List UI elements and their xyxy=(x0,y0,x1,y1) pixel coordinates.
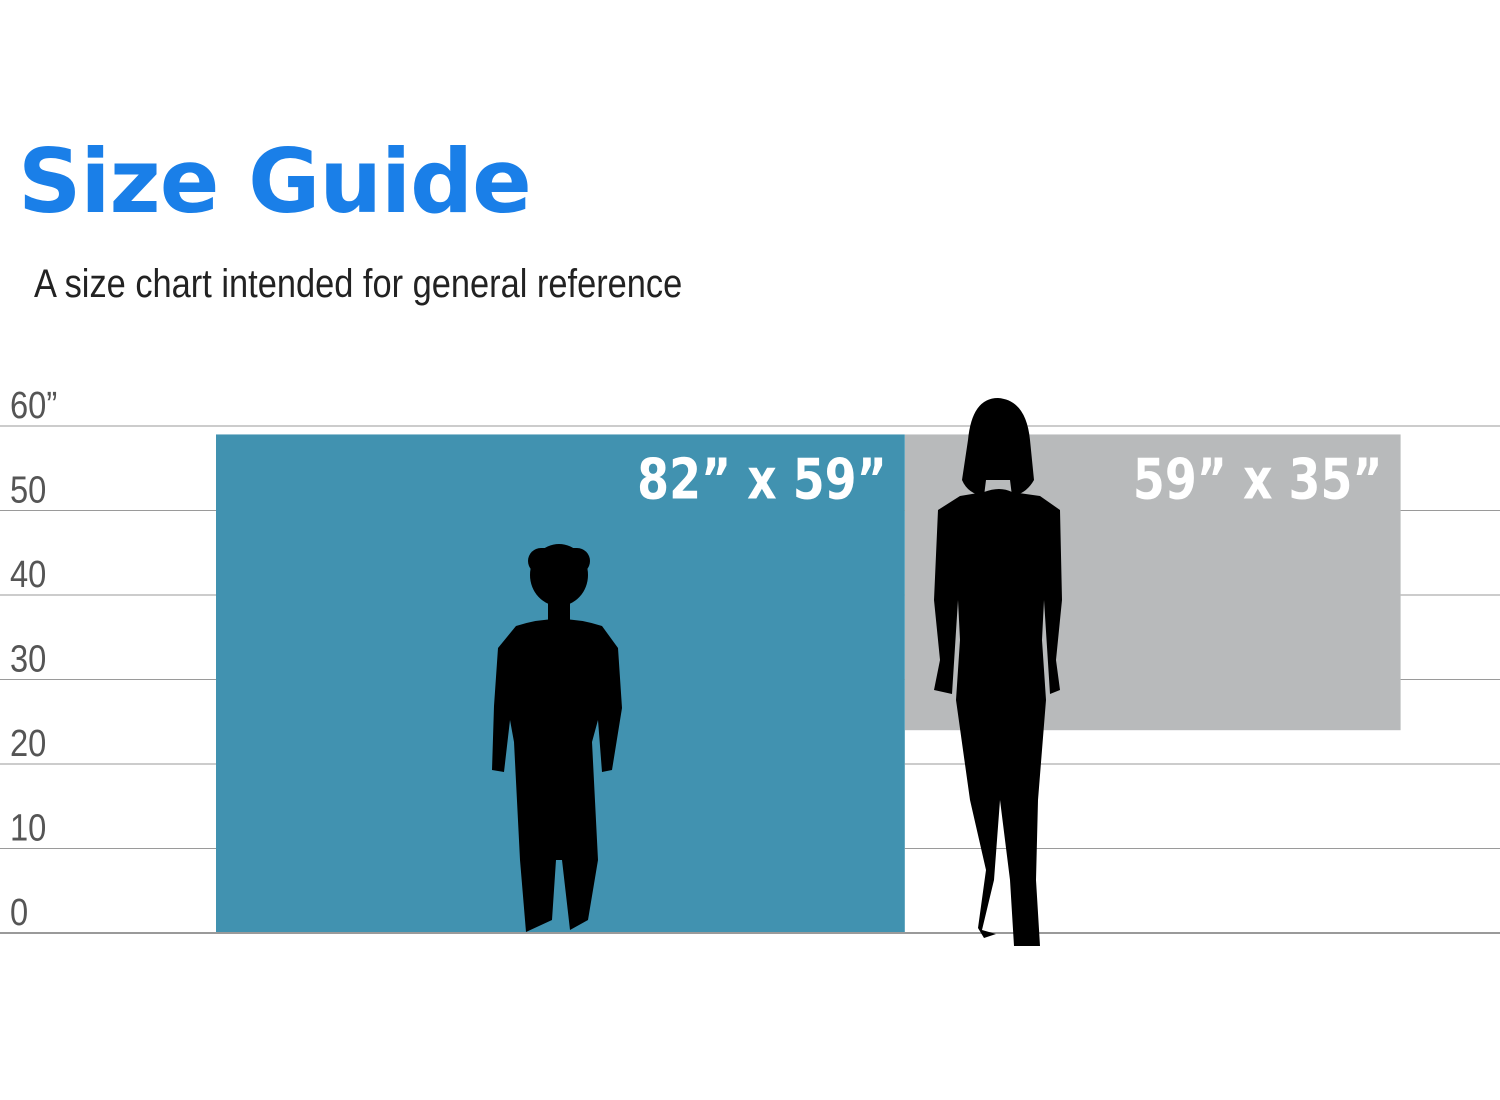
child-silhouette-part xyxy=(528,548,590,574)
y-tick-label: 50 xyxy=(10,468,46,511)
y-tick-label: 40 xyxy=(10,553,46,596)
y-tick-label: 60” xyxy=(10,384,57,427)
y-tick-label: 20 xyxy=(10,722,46,765)
woman-icon xyxy=(934,398,1062,946)
y-tick-label: 10 xyxy=(10,806,46,849)
child-silhouette-part xyxy=(548,600,570,624)
small-size-label: 59” x 35” xyxy=(1133,447,1383,513)
page-subtitle: A size chart intended for general refere… xyxy=(34,262,683,306)
page-title: Size Guide xyxy=(18,130,532,233)
woman-silhouette-part xyxy=(934,489,1062,946)
child-silhouette-part xyxy=(492,619,622,932)
child-icon xyxy=(492,544,622,932)
woman-silhouette-part xyxy=(962,398,1034,496)
y-tick-label: 30 xyxy=(10,637,46,680)
large-size-label: 82” x 59” xyxy=(637,447,887,513)
y-tick-label: 0 xyxy=(10,891,28,934)
